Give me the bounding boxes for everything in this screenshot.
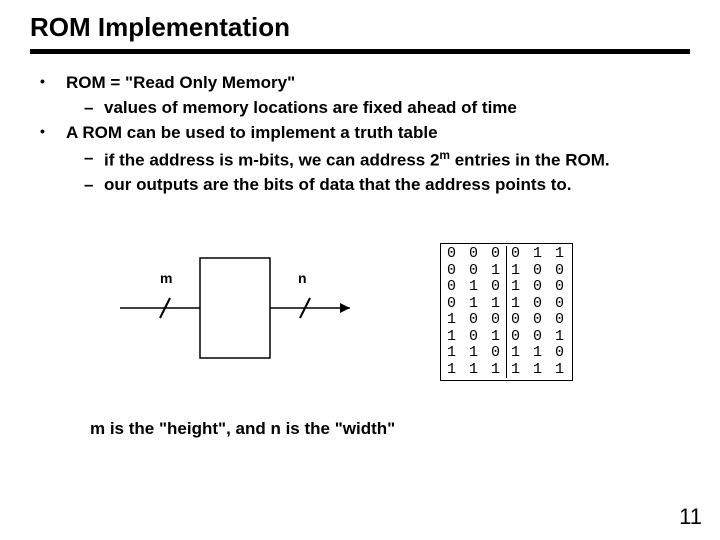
figure-row: m n 0 0 00 1 1 0 0 11 0 0 0 1 01 0 0 0 1… xyxy=(30,243,690,381)
table-row: 0 1 01 0 0 xyxy=(441,279,572,296)
bullet-2a-pre: if the address is m-bits, we can address… xyxy=(104,150,439,169)
rom-block-diagram: m n xyxy=(110,243,360,373)
table-row: 1 0 10 0 1 xyxy=(441,329,572,346)
m-label: m xyxy=(160,270,172,286)
bullet-1-text: ROM = "Read Only Memory" xyxy=(66,73,295,92)
output-arrowhead xyxy=(340,303,350,313)
page-number: 11 xyxy=(679,504,702,530)
bullet-1a: values of memory locations are fixed ahe… xyxy=(84,97,690,120)
rom-box xyxy=(200,258,270,358)
bullet-2: A ROM can be used to implement a truth t… xyxy=(34,122,690,197)
bullet-2-sublist: if the address is m-bits, we can address… xyxy=(66,147,690,198)
title-rule xyxy=(30,49,690,54)
truth-table: 0 0 00 1 1 0 0 11 0 0 0 1 01 0 0 0 1 11 … xyxy=(440,243,573,381)
table-row: 0 0 11 0 0 xyxy=(441,263,572,280)
slide: ROM Implementation ROM = "Read Only Memo… xyxy=(0,0,720,540)
bullet-1: ROM = "Read Only Memory" values of memor… xyxy=(34,72,690,120)
caption: m is the "height", and n is the "width" xyxy=(30,419,690,439)
table-row: 0 1 11 0 0 xyxy=(441,296,572,313)
table-row: 0 0 00 1 1 xyxy=(441,246,572,263)
table-row: 1 1 01 1 0 xyxy=(441,345,572,362)
n-label: n xyxy=(298,270,307,286)
bullet-2a: if the address is m-bits, we can address… xyxy=(84,147,690,173)
bullet-list: ROM = "Read Only Memory" values of memor… xyxy=(30,72,690,197)
bullet-2-text: A ROM can be used to implement a truth t… xyxy=(66,123,438,142)
table-row: 1 1 11 1 1 xyxy=(441,362,572,379)
table-row: 1 0 00 0 0 xyxy=(441,312,572,329)
bullet-1-sublist: values of memory locations are fixed ahe… xyxy=(66,97,690,120)
bullet-2b: our outputs are the bits of data that th… xyxy=(84,174,690,197)
bullet-2a-sup: m xyxy=(439,148,450,162)
bullet-2a-post: entries in the ROM. xyxy=(450,150,610,169)
slide-title: ROM Implementation xyxy=(30,12,690,43)
